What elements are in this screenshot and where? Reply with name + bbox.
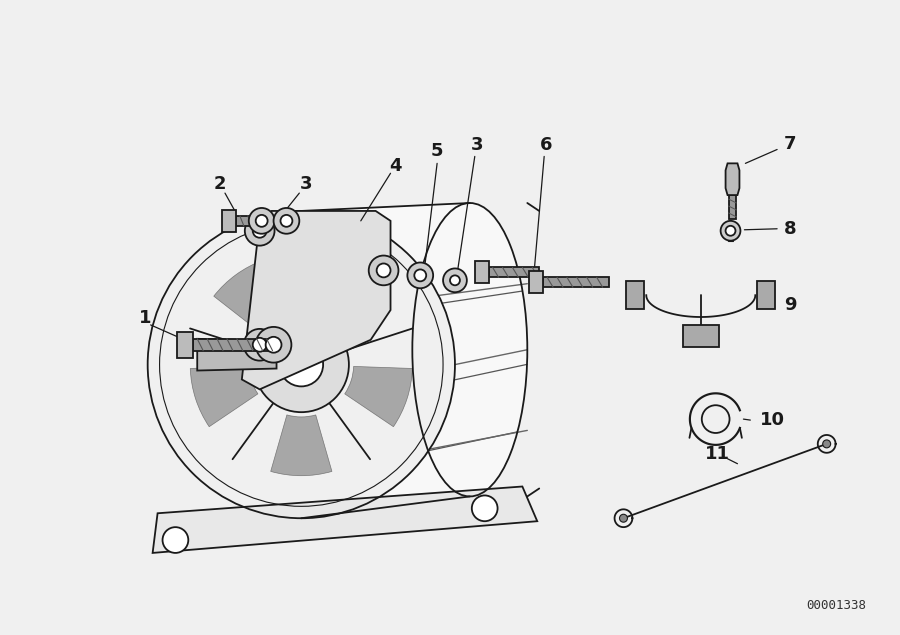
Polygon shape — [728, 195, 736, 219]
Circle shape — [414, 269, 427, 281]
Text: 2: 2 — [214, 175, 226, 193]
Text: 8: 8 — [784, 220, 796, 237]
Polygon shape — [475, 262, 489, 283]
Polygon shape — [242, 211, 391, 389]
Circle shape — [408, 262, 433, 288]
Text: 00001338: 00001338 — [806, 599, 867, 612]
Text: 7: 7 — [784, 135, 796, 152]
Text: 5: 5 — [431, 142, 444, 161]
Circle shape — [253, 338, 266, 352]
Circle shape — [274, 208, 300, 234]
Wedge shape — [345, 366, 412, 427]
Circle shape — [244, 329, 275, 361]
Circle shape — [376, 264, 391, 277]
Text: 1: 1 — [139, 309, 151, 327]
Polygon shape — [626, 281, 644, 309]
Circle shape — [281, 215, 292, 227]
Polygon shape — [529, 271, 544, 293]
Polygon shape — [544, 277, 608, 287]
Wedge shape — [271, 415, 332, 476]
Text: 3: 3 — [471, 135, 483, 154]
Wedge shape — [190, 366, 258, 427]
Polygon shape — [725, 163, 740, 195]
Circle shape — [619, 514, 627, 522]
Polygon shape — [153, 486, 537, 553]
Polygon shape — [194, 339, 274, 351]
Circle shape — [266, 337, 282, 352]
Circle shape — [823, 440, 831, 448]
Wedge shape — [320, 260, 389, 332]
Wedge shape — [213, 260, 284, 332]
Circle shape — [443, 269, 467, 292]
Text: 3: 3 — [300, 175, 312, 193]
Polygon shape — [236, 216, 260, 226]
Text: 9: 9 — [784, 296, 796, 314]
Polygon shape — [177, 332, 194, 358]
Circle shape — [248, 208, 274, 234]
Circle shape — [254, 317, 349, 412]
Circle shape — [253, 224, 266, 237]
Circle shape — [256, 215, 267, 227]
Circle shape — [256, 327, 292, 363]
Text: 11: 11 — [705, 444, 730, 463]
Circle shape — [245, 216, 274, 246]
Polygon shape — [197, 339, 276, 371]
Text: 6: 6 — [540, 135, 553, 154]
Polygon shape — [727, 221, 734, 241]
Circle shape — [721, 221, 741, 241]
Polygon shape — [260, 231, 379, 370]
Circle shape — [369, 255, 399, 285]
Circle shape — [472, 495, 498, 521]
Polygon shape — [489, 267, 539, 277]
Circle shape — [280, 343, 323, 386]
Circle shape — [163, 527, 188, 553]
Circle shape — [450, 276, 460, 285]
Text: 10: 10 — [760, 411, 785, 429]
Polygon shape — [222, 210, 236, 232]
Polygon shape — [302, 203, 527, 518]
Polygon shape — [757, 281, 775, 309]
Text: 4: 4 — [389, 157, 401, 175]
Circle shape — [725, 226, 735, 236]
Polygon shape — [683, 325, 718, 347]
